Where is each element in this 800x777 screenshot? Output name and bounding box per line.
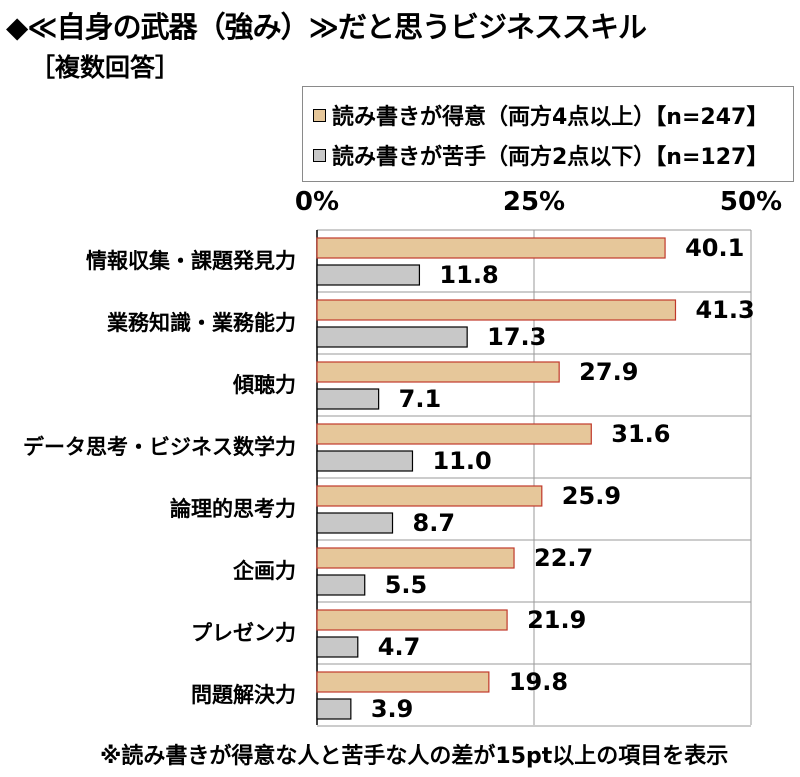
bar-series2 — [316, 698, 352, 720]
legend-item-series1: 読み書きが得意（両方4点以上）【n=247】 — [313, 99, 768, 131]
legend-swatch-series2 — [313, 148, 326, 162]
data-label: 7.1 — [399, 385, 442, 413]
bar-series2 — [316, 388, 380, 410]
bar-series1 — [316, 423, 592, 445]
bar-series1 — [316, 609, 508, 631]
bar-series2 — [316, 450, 414, 472]
category-label: 問題解決力 — [191, 683, 296, 707]
bar-series2 — [316, 512, 394, 534]
data-label: 31.6 — [611, 420, 670, 448]
data-label: 22.7 — [534, 544, 593, 572]
legend-label-series2: 読み書きが苦手（両方2点以下）【n=127】 — [332, 145, 769, 170]
category-label: 業務知識・業務能力 — [107, 311, 296, 335]
x-tick-label: 50% — [720, 187, 782, 217]
bar-series1 — [316, 299, 677, 321]
data-label: 11.8 — [439, 261, 498, 289]
legend-label-series1: 読み書きが得意（両方4点以上）【n=247】 — [332, 105, 769, 130]
bar-series1 — [316, 485, 543, 507]
category-label: 論理的思考力 — [170, 497, 296, 521]
bar-series1 — [316, 671, 490, 693]
bar-series1 — [316, 237, 666, 259]
data-label: 41.3 — [695, 296, 754, 324]
category-label: 企画力 — [232, 559, 296, 583]
data-label: 40.1 — [685, 234, 744, 262]
category-label: 情報収集・課題発見力 — [86, 249, 296, 273]
legend-item-series2: 読み書きが苦手（両方2点以下）【n=127】 — [313, 139, 768, 171]
chart-subtitle: ［複数回答］ — [30, 53, 181, 82]
data-label: 17.3 — [487, 323, 546, 351]
x-tick-label: 25% — [503, 187, 565, 217]
data-label: 3.9 — [371, 695, 414, 723]
data-label: 5.5 — [385, 571, 428, 599]
bar-series2 — [316, 636, 359, 658]
data-label: 27.9 — [579, 358, 638, 386]
category-label: プレゼン力 — [191, 621, 296, 645]
bar-series2 — [316, 326, 468, 348]
bar-series2 — [316, 264, 421, 286]
bar-series1 — [316, 547, 515, 569]
category-label: データ思考・ビジネス数学力 — [23, 435, 296, 459]
data-label: 19.8 — [509, 668, 568, 696]
legend-swatch-series1 — [313, 108, 326, 122]
category-label: 傾聴力 — [232, 373, 296, 397]
data-label: 25.9 — [562, 482, 621, 510]
data-label: 4.7 — [378, 633, 421, 661]
bar-series2 — [316, 574, 366, 596]
footnote: ※読み書きが得意な人と苦手な人の差が15pt以上の項目を表示 — [100, 744, 729, 769]
data-label: 11.0 — [432, 447, 491, 475]
legend: 読み書きが得意（両方4点以上）【n=247】 読み書きが苦手（両方2点以下）【n… — [302, 86, 794, 182]
chart-title: ◆≪自身の武器（強み）≫だと思うビジネススキル — [6, 10, 647, 44]
x-tick-label: 0% — [295, 187, 339, 217]
data-label: 8.7 — [413, 509, 456, 537]
bar-series1 — [316, 361, 560, 383]
data-label: 21.9 — [527, 606, 586, 634]
